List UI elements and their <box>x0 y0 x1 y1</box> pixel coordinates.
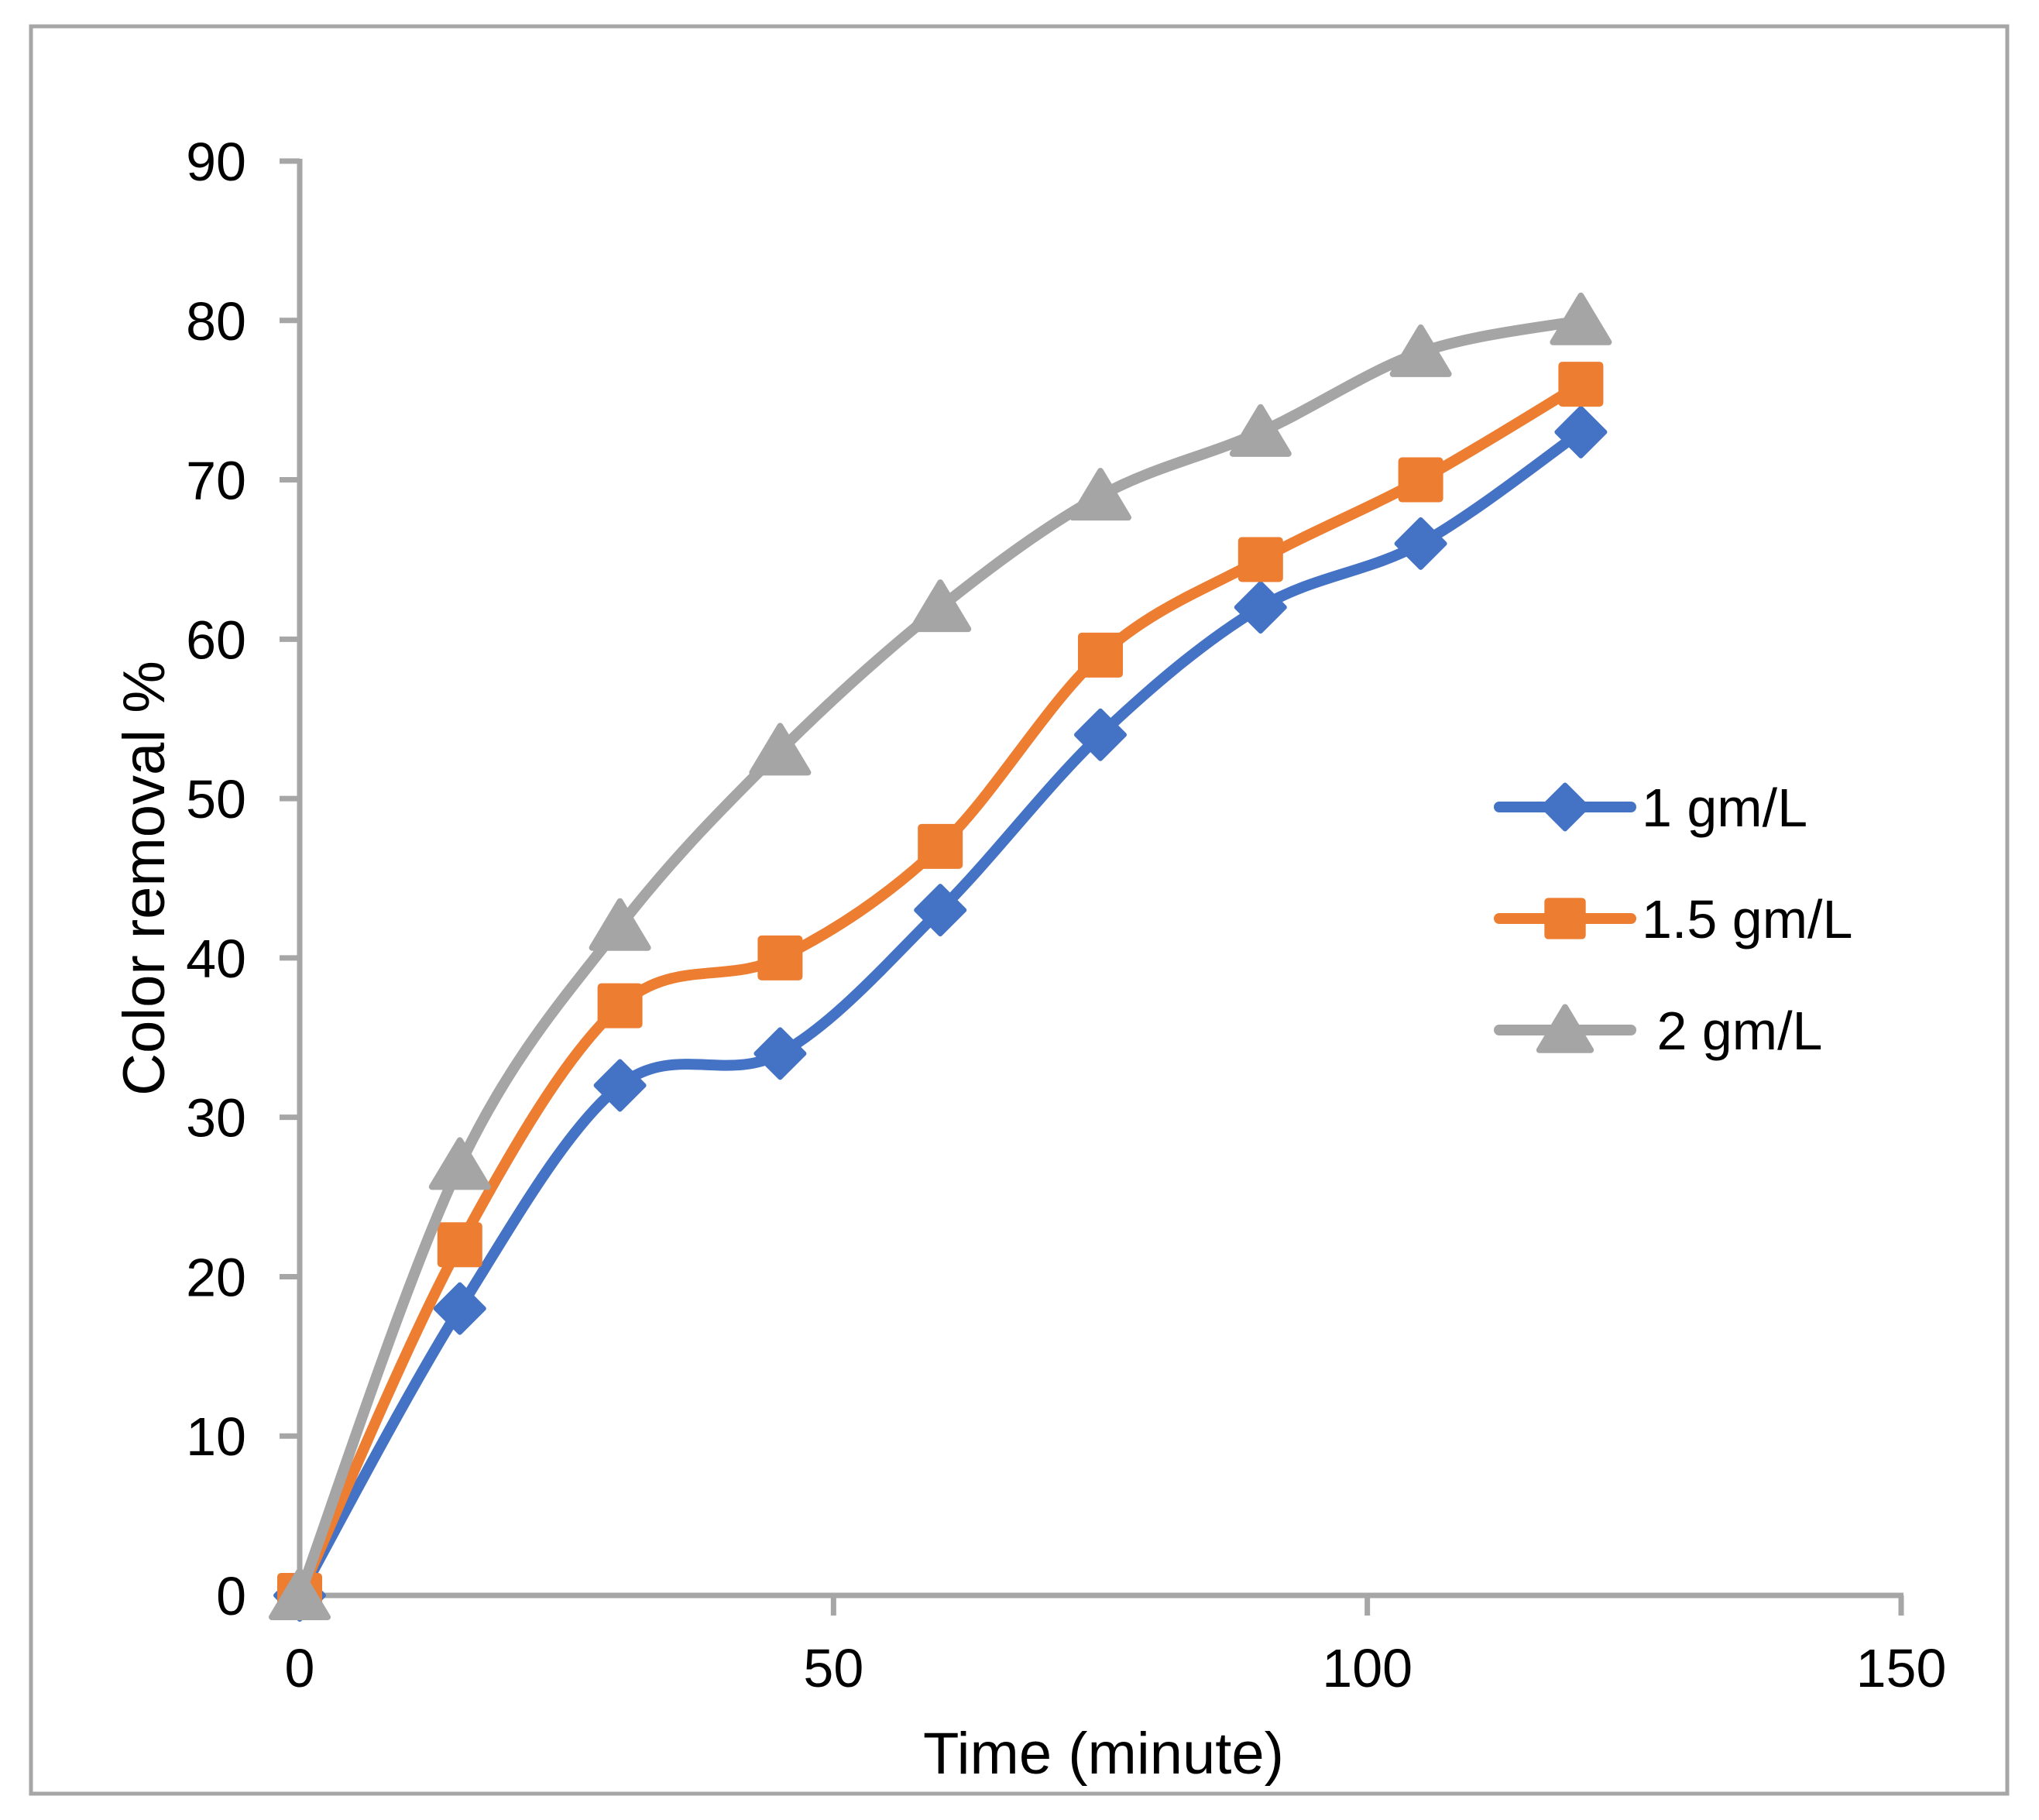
marker-diamond <box>433 1282 486 1335</box>
marker-diamond <box>1074 708 1127 761</box>
y-tick-label: 80 <box>186 291 246 352</box>
legend-label: 1 gm/L <box>1642 778 1807 838</box>
x-tick-label: 150 <box>1856 1638 1947 1698</box>
x-tick-label: 0 <box>285 1638 315 1698</box>
y-tick-label: 30 <box>186 1088 246 1149</box>
legend-item-2: 1.5 gm/L <box>1494 889 1852 949</box>
marker-triangle <box>1389 324 1452 377</box>
marker-diamond <box>1540 782 1590 832</box>
marker-diamond <box>914 884 967 937</box>
marker-square <box>918 823 963 869</box>
y-tick-label: 40 <box>186 929 246 989</box>
marker-triangle <box>269 1568 331 1620</box>
y-axis-title: Color removal % <box>112 661 177 1096</box>
x-tick-label: 50 <box>803 1638 863 1698</box>
marker-diamond <box>753 1027 807 1080</box>
figure-border <box>29 24 2010 1796</box>
series-layer <box>269 292 1612 1622</box>
y-tick-label: 50 <box>186 769 246 829</box>
y-tick-label: 0 <box>216 1566 246 1626</box>
marker-triangle <box>909 579 972 633</box>
series-line <box>294 426 1587 1601</box>
marker-square <box>757 935 803 980</box>
marker-triangle <box>1550 292 1612 345</box>
y-tick-label: 60 <box>186 610 246 670</box>
y-tick-label: 10 <box>186 1406 246 1467</box>
series-line <box>294 314 1587 1601</box>
marker-triangle <box>749 723 812 776</box>
marker-triangle <box>589 898 651 951</box>
series-1.5-gm-l <box>277 362 1604 1618</box>
x-axis-title: Time (minute) <box>923 1721 1284 1787</box>
marker-square <box>1078 632 1123 678</box>
marker-diamond <box>1234 581 1287 634</box>
marker-square <box>1544 898 1586 939</box>
marker-triangle <box>1536 1004 1594 1053</box>
marker-square <box>1237 537 1283 582</box>
marker-triangle <box>1069 468 1131 521</box>
marker-triangle <box>428 1137 491 1190</box>
legend-item-1: 1 gm/L <box>1494 778 1807 838</box>
marker-square <box>437 1222 482 1268</box>
marker-diamond <box>593 1059 647 1112</box>
x-tick-label: 100 <box>1322 1638 1413 1698</box>
legend-item-3: 2 gm/L <box>1494 1001 1822 1061</box>
y-tick-label: 90 <box>186 132 246 192</box>
legend-label: 2 gm/L <box>1642 1001 1822 1061</box>
axes: 0 50 100 150 0 10 20 30 40 50 60 70 80 90 <box>186 132 1946 1698</box>
marker-diamond <box>1554 405 1608 458</box>
series-line <box>294 379 1587 1601</box>
series-2-gm-l <box>269 292 1612 1620</box>
legend: 1 gm/L 1.5 gm/L 2 gm/L <box>1494 778 1852 1061</box>
marker-square <box>1558 362 1604 407</box>
marker-diamond <box>1394 517 1447 570</box>
marker-square <box>597 983 643 1028</box>
y-tick-label: 20 <box>186 1247 246 1307</box>
marker-square <box>1398 457 1443 503</box>
legend-label: 1.5 gm/L <box>1642 889 1852 949</box>
y-tick-label: 70 <box>186 451 246 511</box>
marker-triangle <box>1229 403 1292 457</box>
